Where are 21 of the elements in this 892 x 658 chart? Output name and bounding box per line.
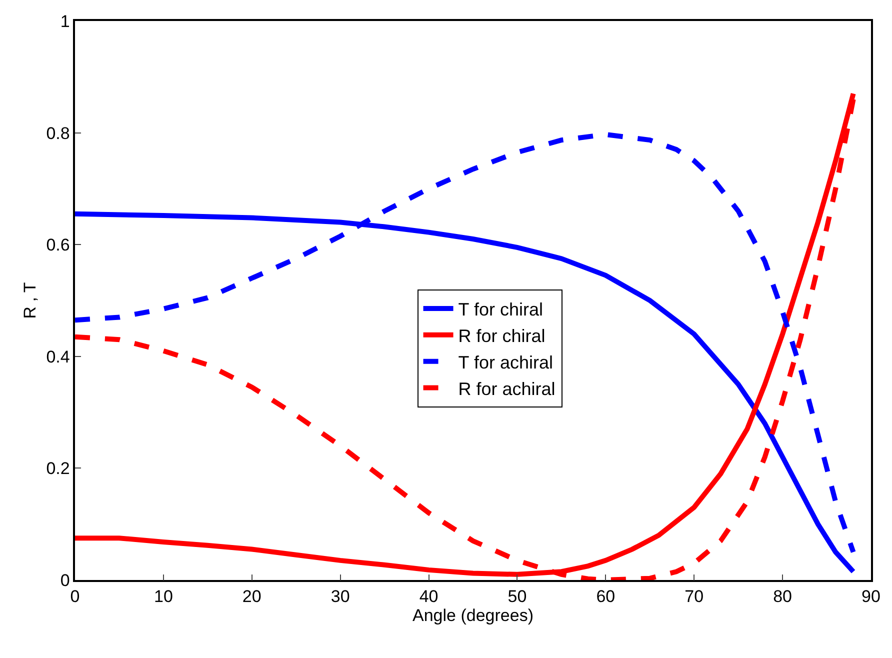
x-tick-label: 20: [242, 587, 262, 606]
legend-label: T for achiral: [458, 352, 553, 372]
x-tick-label: 40: [419, 587, 438, 606]
y-tick-label: 0.2: [46, 459, 70, 478]
x-tick-label: 90: [862, 587, 880, 606]
legend-label: R for achiral: [458, 378, 556, 399]
legend-label: T for chiral: [458, 300, 543, 320]
x-tick-label: 80: [773, 587, 792, 606]
x-tick-label: 60: [596, 587, 616, 606]
y-axis-title: R , T: [20, 282, 40, 319]
x-tick-label: 50: [508, 587, 527, 606]
legend-label: R for chiral: [458, 326, 546, 346]
x-tick-label: 70: [684, 587, 704, 606]
y-tick-label: 0.8: [46, 124, 70, 143]
x-tick-label: 10: [154, 587, 173, 606]
y-tick-label: 0.6: [46, 236, 70, 255]
x-axis-title: Angle (degrees): [412, 606, 534, 626]
y-tick-label: 0.4: [46, 347, 70, 366]
x-tick-label: 30: [330, 587, 350, 606]
y-tick-label: 1: [60, 12, 70, 31]
y-tick-label: 0: [60, 570, 70, 590]
